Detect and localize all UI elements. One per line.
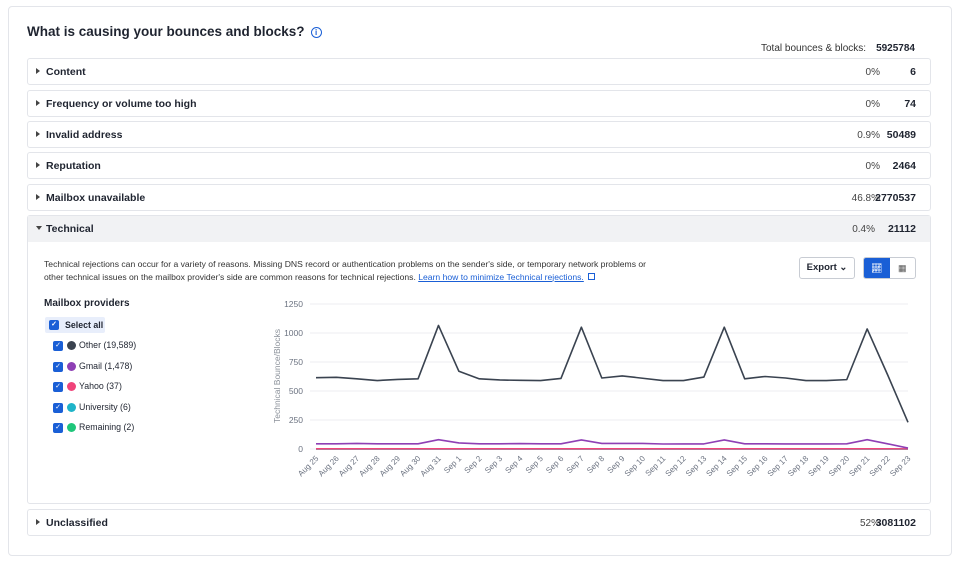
checkbox-icon: ✓	[49, 320, 59, 330]
legend-dot	[67, 341, 76, 350]
row-header-technical[interactable]: Technical 0.4% 21112	[28, 216, 930, 242]
y-tick-label: 0	[298, 444, 303, 454]
y-axis-title: Technical Bounce/Blocks	[272, 329, 282, 423]
external-link-icon	[587, 272, 595, 280]
x-tick-label: Sep 16	[745, 454, 770, 479]
x-tick-label: Sep 7	[565, 454, 587, 476]
x-tick-label: Sep 17	[766, 454, 791, 479]
row-count: 21112	[887, 223, 916, 235]
x-tick-label: Sep 8	[585, 454, 607, 476]
y-tick-label: 1000	[284, 328, 303, 338]
row-label: Technical	[46, 223, 94, 235]
y-tick-label: 250	[289, 415, 303, 425]
x-tick-label: Sep 12	[664, 454, 689, 479]
x-tick-label: Aug 31	[419, 454, 444, 479]
legend-dot	[67, 402, 76, 412]
series-line-other	[315, 324, 909, 423]
x-tick-label: Sep 5	[524, 454, 546, 476]
series-line-gmail	[316, 438, 909, 449]
select-all-checkbox[interactable]: ✓ Select all	[45, 317, 105, 333]
x-tick-label: Aug 27	[337, 454, 362, 479]
y-tick-label: 500	[289, 386, 303, 396]
checkbox-icon: ✓	[53, 341, 63, 351]
x-tick-label: Sep 4	[503, 454, 525, 476]
y-tick-label: 1250	[284, 299, 303, 309]
bounces-card	[8, 6, 952, 556]
x-tick-label: Sep 2	[463, 454, 485, 476]
x-tick-label: Sep 18	[786, 454, 811, 479]
caret-right-icon	[36, 100, 40, 106]
row-content[interactable]: Content 0% 6	[27, 58, 931, 85]
caret-right-icon	[36, 194, 40, 200]
caret-right-icon	[36, 162, 40, 168]
providers-title: Mailbox providers	[44, 298, 130, 309]
row-mailbox-unavailable[interactable]: Mailbox unavailable 46.8% 2770537	[27, 184, 931, 211]
legend-dot	[67, 423, 76, 432]
checkbox-icon: ✓	[53, 423, 63, 433]
x-tick-label: Aug 25	[296, 454, 321, 479]
x-tick-label: Sep 15	[725, 454, 750, 479]
x-tick-label: Sep 6	[544, 454, 566, 476]
x-tick-label: Sep 20	[827, 454, 852, 479]
legend-dot	[67, 382, 76, 391]
row-reputation[interactable]: Reputation 0% 2464	[27, 152, 931, 179]
expanded-row-technical: Technical 0.4% 21112 Technical rejection…	[27, 215, 931, 504]
checkbox-icon: ✓	[53, 382, 63, 392]
export-button[interactable]: Export ⌄	[799, 257, 855, 279]
checkbox-icon: ✓	[53, 361, 63, 372]
caret-right-icon	[36, 131, 40, 137]
x-tick-label: Aug 28	[357, 454, 382, 479]
x-tick-label: Aug 26	[317, 454, 342, 479]
x-tick-label: Sep 14	[704, 454, 729, 479]
x-tick-label: Sep 1	[442, 454, 464, 476]
x-tick-label: Sep 19	[806, 454, 831, 479]
x-tick-label: Sep 13	[684, 454, 709, 479]
section-title: What is causing your bounces and blocks?…	[27, 24, 322, 39]
row-unclassified[interactable]: Unclassified 52% 3081102	[27, 509, 931, 536]
total-bounces: Total bounces & blocks: 5925784	[761, 43, 915, 54]
caret-down-icon	[36, 226, 42, 230]
x-tick-label: Aug 29	[378, 454, 403, 479]
table-view-icon[interactable]: ▦	[897, 263, 907, 273]
info-icon[interactable]: i	[310, 27, 322, 38]
view-toggle: 📈︎ ▦	[863, 257, 916, 279]
x-tick-label: Aug 30	[398, 454, 423, 479]
row-percent: 0.4%	[852, 224, 875, 235]
x-tick-label: Sep 22	[868, 454, 893, 479]
y-tick-label: 750	[289, 357, 303, 367]
row-invalid-address[interactable]: Invalid address 0.9% 50489	[27, 121, 931, 148]
x-tick-label: Sep 21	[847, 454, 872, 479]
x-tick-label: Sep 11	[644, 454, 668, 478]
row-frequency-or-volume-too-high[interactable]: Frequency or volume too high 0% 74	[27, 90, 931, 117]
x-tick-label: Sep 3	[483, 454, 505, 476]
chart-view-icon[interactable]: 📈︎	[864, 258, 890, 278]
legend-dot	[67, 361, 76, 371]
x-tick-label: Sep 10	[623, 454, 648, 479]
description: Technical rejections can occur for a var…	[44, 259, 647, 282]
caret-right-icon	[36, 68, 40, 74]
x-tick-label: Sep 23	[888, 454, 913, 479]
caret-right-icon	[36, 519, 40, 525]
chevron-down-icon: ⌄	[839, 262, 848, 273]
checkbox-icon: ✓	[53, 402, 63, 413]
learn-more-link[interactable]: Learn how to minimize Technical rejectio…	[418, 271, 584, 282]
